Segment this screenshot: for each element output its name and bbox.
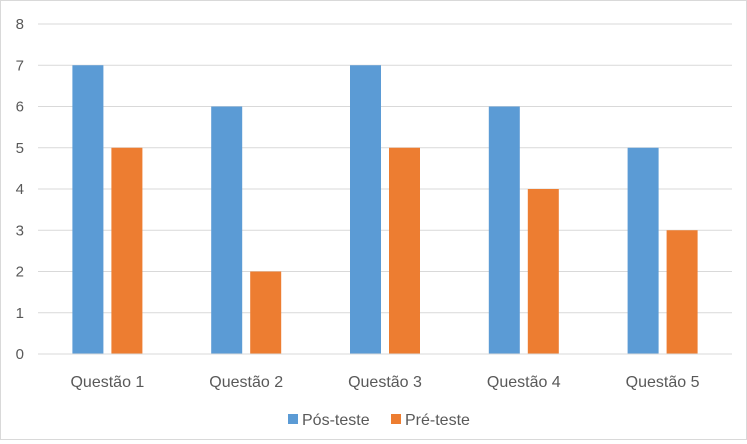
y-tick-label: 5 xyxy=(16,140,24,157)
x-tick-label: Questão 4 xyxy=(487,374,561,391)
x-tick-label: Questão 3 xyxy=(348,374,422,391)
legend-swatch xyxy=(391,414,401,424)
y-tick-label: 3 xyxy=(16,222,24,239)
legend: Pós-teste Pré-teste xyxy=(288,412,470,429)
bar-pos-teste xyxy=(72,65,104,354)
x-axis-ticks: Questão 1 Questão 2 Questão 3 Questão 4 Ques… xyxy=(70,374,699,391)
legend-item: Pós-teste xyxy=(288,412,370,429)
y-tick-label: 6 xyxy=(16,99,24,116)
y-axis-ticks: 0 1 2 3 4 5 6 7 8 xyxy=(16,16,24,363)
y-tick-label: 7 xyxy=(16,57,24,74)
bar-pre-teste xyxy=(666,230,698,354)
bar-pos-teste xyxy=(488,106,520,354)
x-tick-label: Questão 1 xyxy=(70,374,144,391)
y-tick-label: 1 xyxy=(16,305,24,322)
y-tick-label: 8 xyxy=(16,16,24,33)
legend-label: Pós-teste xyxy=(302,412,370,429)
bar-pos-teste xyxy=(627,147,659,354)
bar-pos-teste xyxy=(211,106,243,354)
bar-pre-teste xyxy=(111,147,143,354)
bar-pre-teste xyxy=(527,189,559,354)
bar-pre-teste xyxy=(389,147,420,354)
x-tick-label: Questão 5 xyxy=(626,374,700,391)
legend-item: Pré-teste xyxy=(391,412,470,429)
bar-pre-teste xyxy=(250,271,282,354)
bar-pos-teste xyxy=(350,65,381,354)
y-tick-label: 0 xyxy=(16,346,24,363)
legend-swatch xyxy=(288,414,298,424)
x-tick-label: Questão 2 xyxy=(209,374,283,391)
y-tick-label: 2 xyxy=(16,264,24,281)
y-tick-label: 4 xyxy=(16,181,24,198)
legend-label: Pré-teste xyxy=(405,412,470,429)
bars xyxy=(72,65,698,354)
gridlines xyxy=(38,23,732,314)
